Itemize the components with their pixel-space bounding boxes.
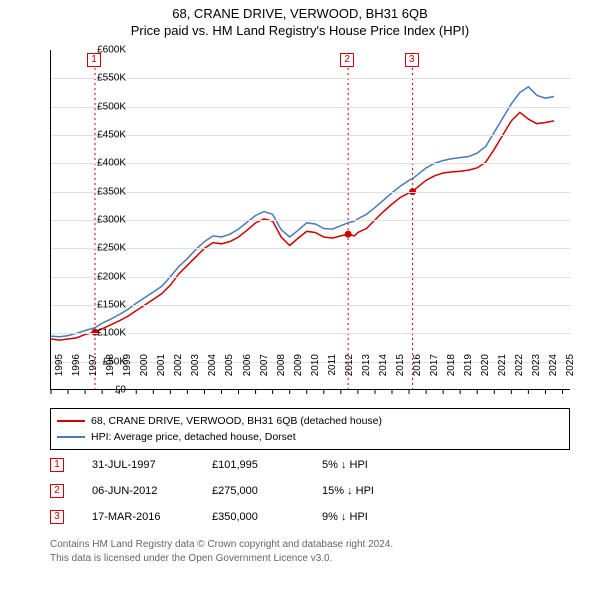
sales-price-3: £350,000: [212, 511, 322, 523]
gridline-h: [51, 333, 571, 334]
xtick-label: 2024: [548, 354, 559, 394]
chart-area: 123: [50, 50, 570, 390]
plot-region: [50, 50, 570, 390]
xtick-label: 2023: [531, 354, 542, 394]
xtick-label: 2016: [412, 354, 423, 394]
ytick-label: £600K: [56, 45, 126, 56]
gridline-h: [51, 135, 571, 136]
sales-row-3: 3 17-MAR-2016 £350,000 9% ↓ HPI: [50, 504, 570, 530]
sale-dot-2: [345, 231, 352, 238]
xtick-label: 2004: [207, 354, 218, 394]
xtick-label: 2011: [327, 354, 338, 394]
xtick-label: 2017: [429, 354, 440, 394]
xtick-label: 2005: [224, 354, 235, 394]
xtick-label: 1995: [54, 354, 65, 394]
xtick-label: 2013: [361, 354, 372, 394]
xtick-label: 2019: [463, 354, 474, 394]
footer-line-2: This data is licensed under the Open Gov…: [50, 552, 570, 566]
xtick-label: 2006: [242, 354, 253, 394]
ytick-label: £300K: [56, 215, 126, 226]
footer: Contains HM Land Registry data © Crown c…: [50, 538, 570, 565]
chart-title-address: 68, CRANE DRIVE, VERWOOD, BH31 6QB: [0, 6, 600, 21]
xtick-label: 1996: [71, 354, 82, 394]
footer-line-1: Contains HM Land Registry data © Crown c…: [50, 538, 570, 552]
gridline-h: [51, 277, 571, 278]
xtick-label: 2002: [173, 354, 184, 394]
xtick-label: 2025: [565, 354, 576, 394]
gridline-h: [51, 107, 571, 108]
xtick-label: 2008: [276, 354, 287, 394]
gridline-h: [51, 163, 571, 164]
legend-row-property: 68, CRANE DRIVE, VERWOOD, BH31 6QB (deta…: [57, 413, 563, 429]
sales-diff-3: 9% ↓ HPI: [322, 511, 442, 523]
sales-date-3: 17-MAR-2016: [92, 511, 212, 523]
xtick-label: 2000: [139, 354, 150, 394]
xtick-label: 1998: [105, 354, 116, 394]
sales-date-2: 06-JUN-2012: [92, 485, 212, 497]
xtick-label: 2012: [344, 354, 355, 394]
series-line-hpi: [51, 87, 554, 337]
ytick-label: £550K: [56, 73, 126, 84]
xtick-label: 2015: [395, 354, 406, 394]
ytick-label: £350K: [56, 186, 126, 197]
sales-price-1: £101,995: [212, 459, 322, 471]
ytick-label: £150K: [56, 300, 126, 311]
xtick-label: 2021: [497, 354, 508, 394]
ytick-label: £450K: [56, 130, 126, 141]
sales-marker-3: 3: [50, 510, 64, 524]
legend-swatch-hpi: [57, 436, 85, 438]
gridline-h: [51, 192, 571, 193]
legend-label-property: 68, CRANE DRIVE, VERWOOD, BH31 6QB (deta…: [91, 415, 382, 427]
sales-row-1: 1 31-JUL-1997 £101,995 5% ↓ HPI: [50, 452, 570, 478]
ytick-label: £500K: [56, 101, 126, 112]
sales-diff-2: 15% ↓ HPI: [322, 485, 442, 497]
chart-title-sub: Price paid vs. HM Land Registry's House …: [0, 23, 600, 38]
ytick-label: £100K: [56, 328, 126, 339]
legend-label-hpi: HPI: Average price, detached house, Dors…: [91, 431, 296, 443]
xtick-label: 1999: [122, 354, 133, 394]
ytick-label: £250K: [56, 243, 126, 254]
xtick-label: 2022: [514, 354, 525, 394]
sale-marker-box-2: 2: [340, 53, 354, 67]
gridline-h: [51, 78, 571, 79]
xtick-label: 2001: [156, 354, 167, 394]
sales-diff-1: 5% ↓ HPI: [322, 459, 442, 471]
xtick-label: 2003: [190, 354, 201, 394]
gridline-h: [51, 305, 571, 306]
sales-table: 1 31-JUL-1997 £101,995 5% ↓ HPI 2 06-JUN…: [50, 452, 570, 530]
sale-marker-box-3: 3: [405, 53, 419, 67]
sales-marker-2: 2: [50, 484, 64, 498]
legend-row-hpi: HPI: Average price, detached house, Dors…: [57, 429, 563, 445]
xtick-label: 2014: [378, 354, 389, 394]
gridline-h: [51, 248, 571, 249]
ytick-label: £400K: [56, 158, 126, 169]
xtick-label: 2009: [293, 354, 304, 394]
legend-swatch-property: [57, 420, 85, 422]
xtick-label: 2020: [480, 354, 491, 394]
sales-marker-1: 1: [50, 458, 64, 472]
gridline-h: [51, 220, 571, 221]
legend: 68, CRANE DRIVE, VERWOOD, BH31 6QB (deta…: [50, 408, 570, 450]
sales-date-1: 31-JUL-1997: [92, 459, 212, 471]
xtick-label: 2007: [259, 354, 270, 394]
sales-row-2: 2 06-JUN-2012 £275,000 15% ↓ HPI: [50, 478, 570, 504]
ytick-label: £200K: [56, 271, 126, 282]
xtick-label: 1997: [88, 354, 99, 394]
xtick-label: 2010: [310, 354, 321, 394]
sales-price-2: £275,000: [212, 485, 322, 497]
xtick-label: 2018: [446, 354, 457, 394]
